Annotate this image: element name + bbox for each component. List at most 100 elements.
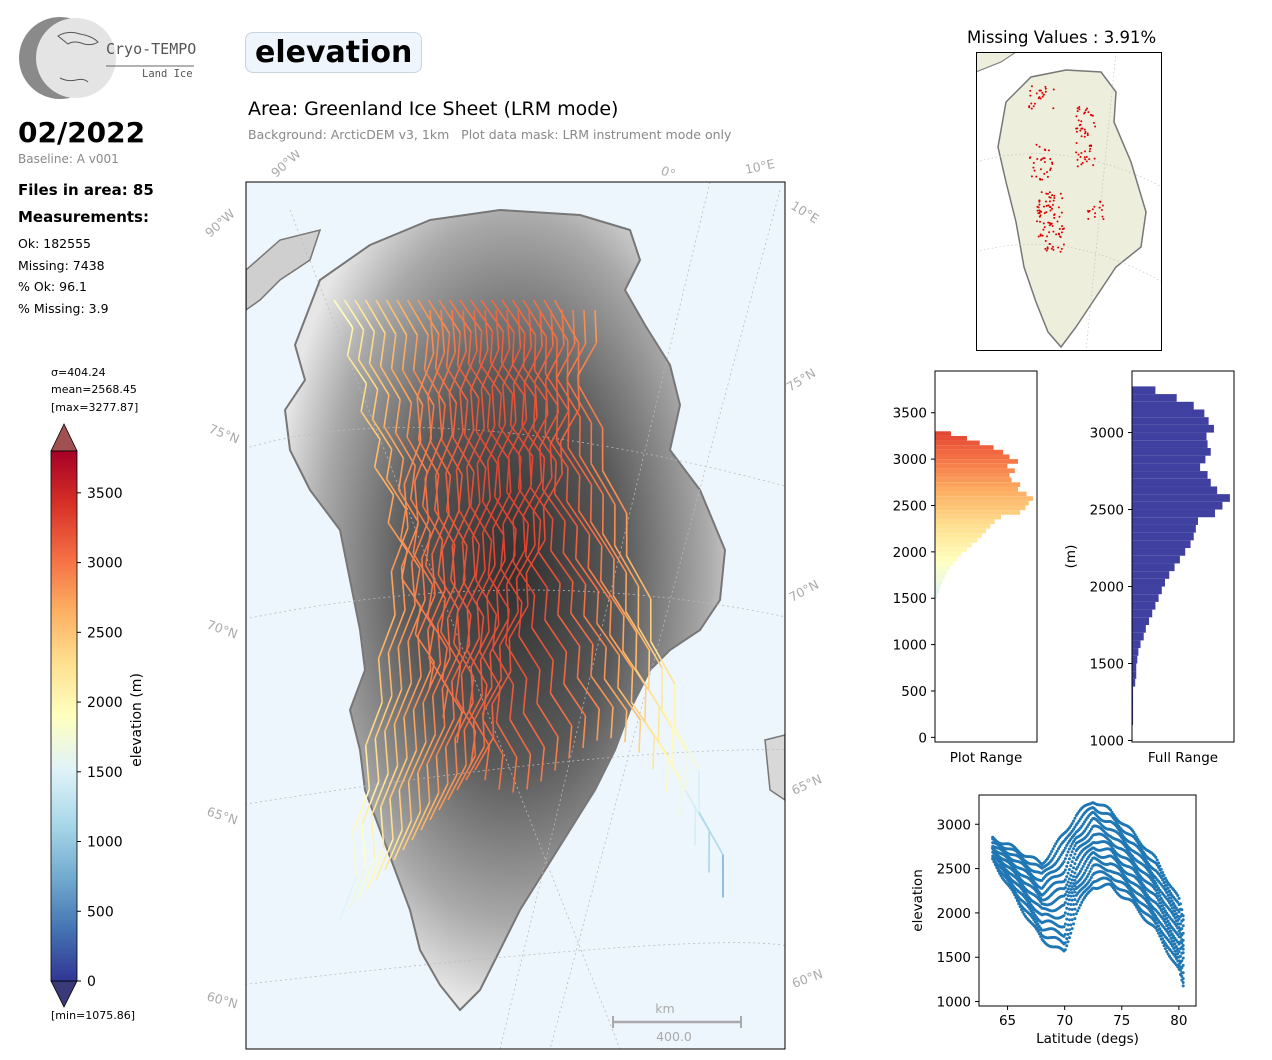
track-segment <box>407 599 426 642</box>
track-segment <box>536 702 559 738</box>
track-segment <box>401 334 408 371</box>
track-segment <box>493 463 499 497</box>
histogram-bar <box>1132 524 1196 533</box>
scatter-point <box>1065 844 1069 848</box>
track-segment <box>542 507 546 541</box>
scatter-point <box>1059 853 1063 857</box>
scatter-point <box>1169 896 1173 900</box>
missing-dot <box>1083 112 1086 115</box>
track-segment <box>614 544 640 587</box>
track-segment <box>473 309 478 351</box>
track-segment <box>374 738 380 782</box>
histogram-bar <box>1132 555 1180 564</box>
missing-dot <box>1085 160 1088 163</box>
mini-lat-line <box>977 153 1161 187</box>
track-segment <box>411 801 431 841</box>
scatter-point <box>1077 863 1081 867</box>
track-segment <box>544 336 548 374</box>
track-segment <box>599 545 603 581</box>
track-segment <box>469 349 489 391</box>
track-segment <box>525 555 548 589</box>
track-segment <box>532 511 536 546</box>
track-segment <box>506 309 511 349</box>
scatter-point <box>1085 825 1089 829</box>
track-segment <box>406 402 413 438</box>
scatter-point <box>1174 945 1178 949</box>
track-segment <box>497 421 517 459</box>
histogram-bar <box>1132 478 1211 487</box>
track-segment <box>361 781 380 825</box>
track-segment <box>371 418 393 450</box>
scatter-point <box>1135 868 1139 872</box>
track-segment <box>506 549 526 585</box>
track-segment <box>445 431 464 474</box>
missing-dot <box>1051 245 1054 248</box>
missing-dot <box>1089 147 1092 150</box>
track-segment <box>496 589 500 626</box>
missing-dot <box>1084 158 1087 161</box>
missing-dot <box>1052 107 1055 110</box>
scatter-point <box>1085 866 1089 870</box>
scatter-point <box>1170 932 1174 936</box>
missing-dot <box>1041 234 1044 237</box>
missing-dot <box>1044 149 1047 152</box>
track-segment <box>417 772 422 812</box>
colorbar-max: [max=3277.87] <box>51 401 139 414</box>
scatter-point <box>1181 947 1185 951</box>
track-segment <box>566 343 587 378</box>
missing-dot <box>1084 109 1087 112</box>
histogram-tick-label: 2500 <box>1090 503 1124 519</box>
missing-dot <box>1044 87 1047 90</box>
track-segment <box>491 348 511 388</box>
track-segment <box>417 635 422 677</box>
scatter-point <box>1083 871 1087 875</box>
histogram-bar <box>935 486 1019 492</box>
missing-dot <box>1084 130 1087 133</box>
scatter-point <box>1088 869 1092 873</box>
track-segment <box>470 631 490 668</box>
track-segment <box>478 362 503 395</box>
scatter-point <box>1072 866 1076 870</box>
scatter-point <box>1180 941 1184 945</box>
lat-label-right: 75°N <box>784 365 819 394</box>
track-segment <box>502 347 522 387</box>
track-segment <box>542 488 566 522</box>
track-segment <box>417 594 436 637</box>
missing-dot <box>1083 156 1086 159</box>
missing-dot <box>1047 149 1050 152</box>
scatter-point <box>1072 912 1076 916</box>
scatter-point <box>1170 911 1174 915</box>
track-segment <box>512 384 517 422</box>
track-segment <box>399 508 407 539</box>
track-segment <box>509 719 532 755</box>
scatter-x-tick-label: 75 <box>1113 1013 1130 1029</box>
track-segment <box>441 688 446 727</box>
scatter-point <box>1047 854 1051 858</box>
scatter-point <box>1165 916 1169 920</box>
track-segment <box>549 519 554 551</box>
missing-dot <box>1035 143 1038 146</box>
colorbar-label: elevation (m) <box>129 673 145 767</box>
scatter-point <box>1135 902 1139 906</box>
histogram-bar <box>1132 432 1207 441</box>
missing-dot <box>1030 107 1033 110</box>
missing-dot <box>1087 217 1090 220</box>
track-segment <box>587 567 612 603</box>
track-segment <box>582 715 587 748</box>
histogram-bar <box>1132 625 1146 633</box>
track-segment <box>434 475 440 518</box>
track-segment <box>612 595 638 633</box>
track-segment <box>557 583 561 615</box>
track-segment <box>549 692 573 727</box>
histogram-bar <box>935 551 962 557</box>
missing-dot <box>1035 175 1038 178</box>
track-segment <box>470 667 474 703</box>
track-segment <box>393 724 399 766</box>
scatter-point <box>1176 952 1180 956</box>
scatter-point <box>1155 921 1159 925</box>
scatter-point <box>1169 942 1173 946</box>
track-segment <box>576 646 581 678</box>
missing-dot <box>1045 192 1048 195</box>
scatter-point <box>1065 890 1069 894</box>
histogram-bar <box>1132 394 1177 402</box>
